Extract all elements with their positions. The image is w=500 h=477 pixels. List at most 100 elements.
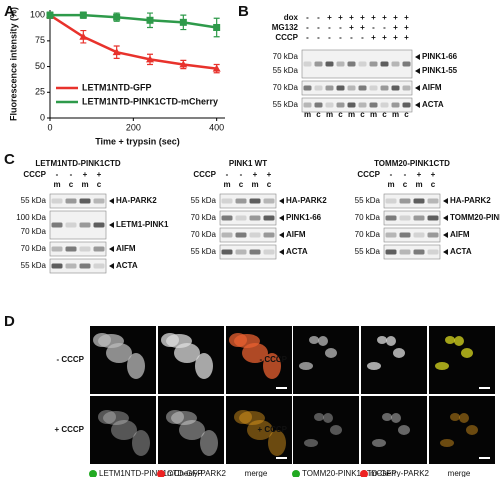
arrowhead bbox=[415, 54, 420, 60]
cell bbox=[166, 410, 184, 424]
cell bbox=[98, 334, 124, 348]
lane-label: c bbox=[267, 180, 272, 189]
blot-strip bbox=[301, 49, 413, 79]
lane-label: m bbox=[53, 180, 60, 189]
marker bbox=[79, 32, 88, 40]
lane-label: c bbox=[69, 180, 74, 189]
cell bbox=[461, 348, 473, 358]
lane-label: c bbox=[97, 180, 102, 189]
micrograph bbox=[226, 396, 292, 464]
series-line bbox=[49, 14, 217, 70]
kda-marker: 55 kDa bbox=[191, 196, 217, 205]
blot-strip bbox=[219, 227, 277, 243]
blot-strip bbox=[301, 80, 413, 96]
band-label: HA-PARK2 bbox=[450, 196, 491, 205]
band bbox=[399, 198, 411, 204]
band bbox=[263, 198, 275, 204]
blot-strip bbox=[219, 244, 277, 260]
arrowhead bbox=[415, 68, 420, 74]
condition-sign: - bbox=[339, 23, 342, 32]
lane-label: m bbox=[387, 180, 394, 189]
band bbox=[303, 102, 312, 108]
blot-strip bbox=[49, 241, 107, 257]
condition-sign: - bbox=[350, 33, 353, 42]
marker bbox=[113, 13, 121, 21]
blot-strip bbox=[383, 193, 441, 209]
band bbox=[385, 198, 397, 204]
condition-sign: - bbox=[328, 33, 331, 42]
condition-sign: - bbox=[390, 170, 393, 179]
condition-sign: + bbox=[338, 13, 343, 22]
band bbox=[413, 232, 425, 238]
marker bbox=[179, 18, 187, 26]
cell bbox=[323, 413, 333, 423]
x-axis-label: Time + trypsin (sec) bbox=[95, 136, 180, 146]
lane-label: m bbox=[326, 110, 333, 119]
cell bbox=[195, 353, 213, 379]
band bbox=[93, 246, 105, 252]
blot-strip bbox=[49, 193, 107, 209]
condition-sign: + bbox=[404, 23, 409, 32]
cell bbox=[393, 348, 405, 358]
micrograph bbox=[361, 396, 427, 464]
cell bbox=[299, 362, 313, 370]
band bbox=[391, 85, 400, 91]
legend-label: TOMM20-PINK1CTD-GFP bbox=[302, 469, 397, 477]
kda-marker: 70 kDa bbox=[191, 230, 217, 239]
panel-label: A bbox=[4, 3, 15, 20]
cell bbox=[98, 410, 116, 424]
band bbox=[347, 85, 356, 91]
legend-dot bbox=[89, 470, 97, 477]
condition-sign: - bbox=[317, 23, 320, 32]
condition-label: CCCP bbox=[193, 170, 216, 179]
marker bbox=[112, 48, 121, 56]
lane-label: m bbox=[370, 110, 377, 119]
kda-marker: 55 kDa bbox=[355, 196, 381, 205]
cell bbox=[263, 353, 281, 379]
condition-label: dox bbox=[284, 13, 299, 22]
band bbox=[380, 85, 389, 91]
cell bbox=[268, 430, 286, 456]
condition-sign: + bbox=[393, 33, 398, 42]
lane-label: c bbox=[404, 110, 409, 119]
lane-label: c bbox=[316, 110, 321, 119]
condition-sign: - bbox=[317, 33, 320, 42]
band bbox=[51, 263, 63, 269]
cell bbox=[454, 336, 464, 346]
cell bbox=[103, 411, 129, 425]
micrograph bbox=[429, 326, 495, 394]
band bbox=[427, 215, 439, 221]
band bbox=[413, 249, 425, 255]
band bbox=[399, 232, 411, 238]
condition-sign: + bbox=[417, 170, 422, 179]
x-tick-label: 400 bbox=[209, 122, 224, 132]
band-label: AIFM bbox=[422, 83, 442, 92]
band-label: AIFM bbox=[286, 230, 306, 239]
band bbox=[347, 102, 356, 108]
band bbox=[249, 215, 261, 221]
cell bbox=[234, 334, 260, 348]
marker bbox=[146, 16, 154, 24]
y-tick-label: 100 bbox=[30, 10, 45, 20]
condition-sign: - bbox=[339, 33, 342, 42]
band bbox=[314, 85, 323, 91]
band bbox=[79, 222, 91, 228]
band-label: AIFM bbox=[116, 244, 136, 253]
micrograph bbox=[361, 326, 427, 394]
band bbox=[385, 249, 397, 255]
lane-label: c bbox=[403, 180, 408, 189]
cell bbox=[314, 413, 324, 421]
condition-sign: + bbox=[360, 23, 365, 32]
panel-label: C bbox=[4, 151, 15, 168]
cell bbox=[445, 336, 455, 344]
blot-strip bbox=[301, 97, 413, 113]
band bbox=[303, 61, 312, 67]
band bbox=[235, 249, 247, 255]
blot-strip bbox=[219, 210, 277, 226]
band bbox=[235, 232, 247, 238]
kda-marker: 55 kDa bbox=[273, 100, 299, 109]
band bbox=[249, 198, 261, 204]
band-label: HA-PARK2 bbox=[116, 196, 157, 205]
y-tick-label: 0 bbox=[40, 112, 45, 122]
